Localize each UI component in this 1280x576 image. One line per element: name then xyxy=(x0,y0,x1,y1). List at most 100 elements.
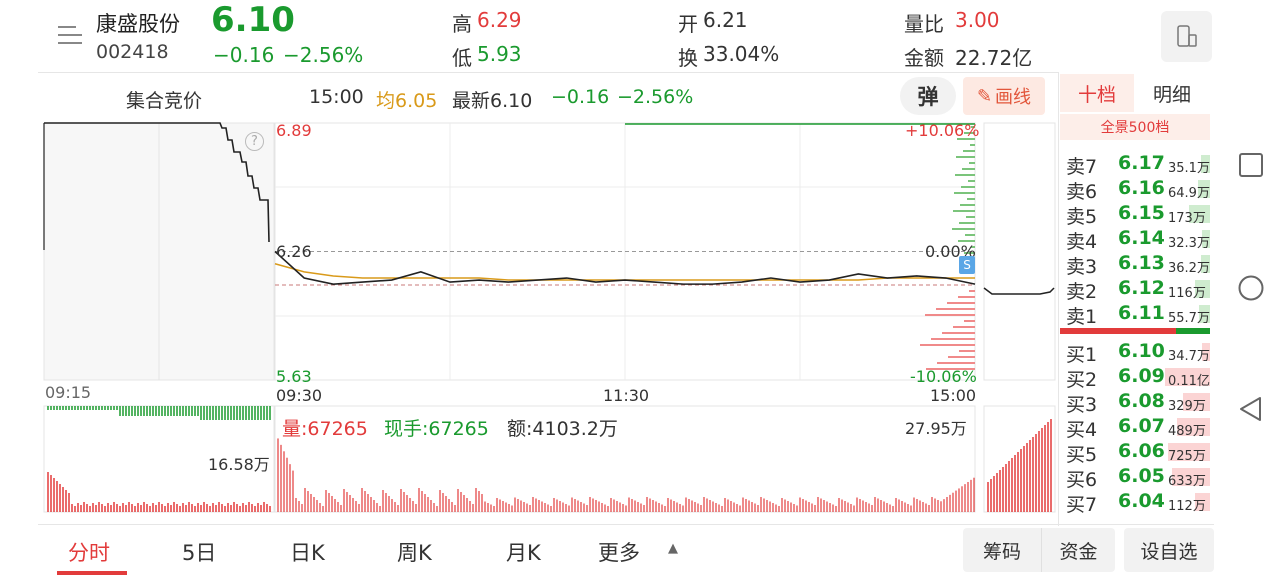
help-icon[interactable]: ? xyxy=(245,132,264,151)
auction-price-line xyxy=(44,122,270,243)
ask-level-label: 卖3 xyxy=(1066,256,1098,278)
bid-volume-bar xyxy=(1172,468,1210,486)
ask-volume: 116万 xyxy=(1168,286,1206,301)
intraday-chart[interactable] xyxy=(0,118,1058,524)
bid-row[interactable]: 买3 6.08 329万 xyxy=(1060,390,1210,416)
low-value: 5.93 xyxy=(477,42,522,66)
amount-label: 金额 xyxy=(904,46,944,70)
bid-row[interactable]: 买5 6.06 725万 xyxy=(1060,440,1210,466)
draw-line-button[interactable]: ✎ 画线 xyxy=(963,77,1045,115)
ask-price: 6.12 xyxy=(1118,277,1165,299)
bid-level-label: 买4 xyxy=(1066,419,1098,441)
info-time: 15:00 xyxy=(309,86,364,108)
vol-scale-right: 27.95万 xyxy=(905,419,967,438)
bid-row[interactable]: 买1 6.10 34.7万 xyxy=(1060,340,1210,366)
bid-level-label: 买2 xyxy=(1066,369,1098,391)
draw-line-label: 画线 xyxy=(995,87,1032,108)
tab-detail-label: 明细 xyxy=(1152,83,1191,106)
vol-scale-left: 16.58万 xyxy=(208,455,270,474)
volume-panel xyxy=(274,405,976,513)
bid-price: 6.06 xyxy=(1118,440,1165,462)
after-hours-volume-panel xyxy=(983,405,1056,513)
bid-row[interactable]: 买4 6.07 489万 xyxy=(1060,415,1210,441)
ask-row[interactable]: 卖1 6.11 55.7万 xyxy=(1060,302,1210,328)
popup-button[interactable]: 弹 xyxy=(900,77,956,115)
bid-level-label: 买1 xyxy=(1066,344,1098,366)
stock-name: 康盛股份 xyxy=(96,12,180,36)
funds-button[interactable]: 资金 xyxy=(1041,528,1115,572)
ask-row[interactable]: 卖7 6.17 35.1万 xyxy=(1060,152,1210,178)
tab-intraday-underline xyxy=(57,571,127,575)
current-price: 6.10 xyxy=(211,0,295,40)
spread-bar xyxy=(1060,328,1210,334)
tab-week-k[interactable]: 周K xyxy=(397,541,432,565)
bid-volume: 633万 xyxy=(1168,474,1206,489)
latest-price: 最新6.10 xyxy=(452,90,533,112)
ask-price: 6.16 xyxy=(1118,177,1165,199)
info-change: −0.16 xyxy=(551,86,610,108)
tab-intraday[interactable]: 分时 xyxy=(68,541,110,565)
ask-volume: 32.3万 xyxy=(1168,236,1210,251)
bid-row[interactable]: 买2 6.09 0.11亿 xyxy=(1060,365,1210,391)
bid-price: 6.05 xyxy=(1118,465,1165,487)
home-icon[interactable] xyxy=(1236,273,1266,303)
s-marker[interactable]: S xyxy=(959,256,975,274)
turnover-label: 换 xyxy=(678,46,698,70)
avg-price: 均6.05 xyxy=(376,90,438,112)
ask-row[interactable]: 卖2 6.12 116万 xyxy=(1060,277,1210,303)
info-change-pct: −2.56% xyxy=(617,86,694,108)
high-value: 6.29 xyxy=(477,8,522,32)
low-label: 低 xyxy=(452,46,472,70)
tab-ten-levels[interactable]: 十档 xyxy=(1060,74,1134,112)
time-1130: 11:30 xyxy=(603,386,650,405)
ask-volume: 55.7万 xyxy=(1168,311,1210,326)
pct-min-label: -10.06% xyxy=(910,367,977,386)
price-min-label: 5.63 xyxy=(276,367,312,386)
landscape-toggle-button[interactable] xyxy=(1161,11,1212,62)
bid-volume: 34.7万 xyxy=(1168,349,1210,364)
ask-volume: 173万 xyxy=(1168,211,1206,226)
time-0915: 09:15 xyxy=(45,383,92,402)
amount-turnover-label: 额:4103.2万 xyxy=(507,418,618,440)
bid-volume-bar xyxy=(1177,418,1210,436)
hand-label: 现手:67265 xyxy=(384,418,489,440)
ask-row[interactable]: 卖4 6.14 32.3万 xyxy=(1060,227,1210,253)
bid-row[interactable]: 买7 6.04 112万 xyxy=(1060,490,1210,516)
bid-price: 6.09 xyxy=(1118,365,1165,387)
tab-month-k[interactable]: 月K xyxy=(506,541,541,565)
ask-row[interactable]: 卖5 6.15 173万 xyxy=(1060,202,1210,228)
bid-level-label: 买3 xyxy=(1066,394,1098,416)
back-icon[interactable] xyxy=(1236,394,1266,424)
open-label: 开 xyxy=(678,12,698,36)
ask-volume-bar xyxy=(1198,180,1210,198)
ask-row[interactable]: 卖3 6.13 36.2万 xyxy=(1060,252,1210,278)
auction-volume-panel xyxy=(43,405,275,513)
bid-price: 6.08 xyxy=(1118,390,1165,412)
menu-icon[interactable] xyxy=(56,22,84,48)
ask-price: 6.14 xyxy=(1118,227,1165,249)
bid-price: 6.07 xyxy=(1118,415,1165,437)
recent-apps-icon[interactable] xyxy=(1236,150,1266,180)
auction-label: 集合竞价 xyxy=(126,90,203,112)
full-view-button[interactable]: 全景500档 xyxy=(1060,114,1210,140)
bid-row[interactable]: 买6 6.05 633万 xyxy=(1060,465,1210,491)
caret-up-icon[interactable]: ▲ xyxy=(668,541,678,556)
chips-button[interactable]: 筹码 xyxy=(963,528,1041,572)
vol-ratio-value: 3.00 xyxy=(955,8,1000,32)
tab-day-k[interactable]: 日K xyxy=(290,541,325,565)
tab-more[interactable]: 更多 xyxy=(598,541,640,565)
bid-volume-bar xyxy=(1183,393,1210,411)
ask-level-label: 卖5 xyxy=(1066,206,1098,228)
popup-label: 弹 xyxy=(917,85,939,109)
tab-5day[interactable]: 5日 xyxy=(182,541,217,565)
ask-level-label: 卖7 xyxy=(1066,156,1098,178)
ask-volume: 36.2万 xyxy=(1168,261,1210,276)
full-view-label: 全景500档 xyxy=(1100,120,1170,136)
ask-volume-bar xyxy=(1202,230,1210,248)
tab-detail[interactable]: 明细 xyxy=(1134,74,1210,112)
ask-row[interactable]: 卖6 6.16 64.9万 xyxy=(1060,177,1210,203)
time-0930: 09:30 xyxy=(276,386,323,405)
add-watchlist-button[interactable]: 设自选 xyxy=(1124,528,1214,572)
high-label: 高 xyxy=(452,12,472,36)
vol-ratio-label: 量比 xyxy=(904,12,944,36)
